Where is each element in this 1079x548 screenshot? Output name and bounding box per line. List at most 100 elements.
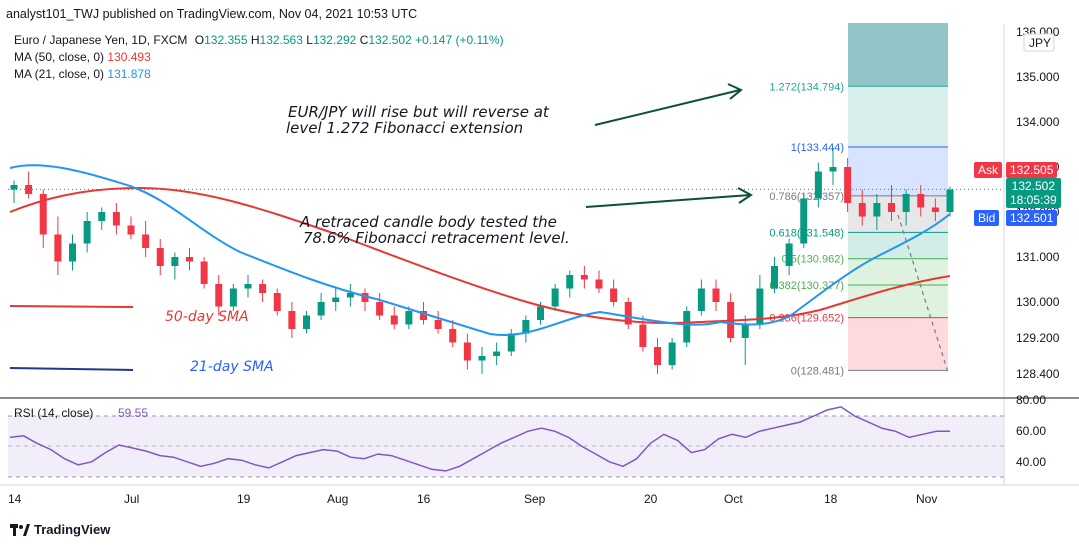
candle-body [259,284,267,293]
fib-zone [848,258,948,286]
candle-body [888,203,895,212]
price-tick: 135.000 [1016,70,1060,84]
candle-body [712,288,720,302]
candle-body [303,315,310,329]
ma50-value: 130.493 [107,50,151,64]
ohlc-close: 132.502 [368,33,412,47]
fib-zone [848,285,948,318]
candle-body [200,261,208,284]
candle-body [244,284,252,289]
fib-zone [848,23,948,87]
rsi-line [9,406,950,472]
last-price-value: 132.502 [1011,179,1056,193]
legend-symbol-row: Euro / Japanese Yen, 1D, FXCM O132.355 H… [14,32,504,49]
time-axis[interactable]: 14 Jul 19 Aug 16 Sep 20 Oct 18 Nov [8,492,937,506]
ma50-line[interactable] [9,186,951,324]
currency-badge-text: JPY [1029,36,1051,50]
ohlc-low: 132.292 [312,33,357,47]
annotation-rise-line1: EUR/JPY will rise but will reverse at [288,103,550,121]
annotation-retrace-line1: A retraced candle body tested the [299,213,557,231]
date-tick: Oct [724,492,743,506]
candle-body [771,266,778,289]
rsi-tick-40: 40.00 [1016,455,1046,469]
date-tick: 18 [824,492,838,506]
last-price-tag: 132.502 18:05:39 [1006,178,1061,208]
legend-ma50-row[interactable]: MA (50, close, 0) 130.493 [14,49,504,66]
arrow-annotation-extension[interactable] [594,83,743,126]
candle-body [580,275,588,280]
ohlc-high-label: H [250,33,260,47]
price-tick: 134.000 [1016,115,1060,129]
tradingview-logo-text: TradingView [34,522,111,537]
rsi-tick-60: 60.00 [1016,424,1046,438]
candle-body [551,288,559,307]
bar-countdown: 18:05:39 [1010,193,1057,207]
rsi-value: 59.55 [118,406,148,420]
candle-body [273,293,281,311]
currency-badge[interactable] [1023,33,1055,52]
candle-body [390,315,398,325]
bid-tag-value: 132.501 [1006,210,1058,226]
ohlc-open-label: O [194,33,205,47]
candle-body [917,194,925,208]
candle-body [624,302,632,325]
fib-zone [848,86,948,148]
fib-zone [848,147,948,196]
date-tick: Aug [327,492,348,506]
legend-ma21-row[interactable]: MA (21, close, 0) 131.878 [14,66,504,83]
fib-zone [848,317,948,371]
candle-body [741,324,749,338]
candle-body [317,302,325,316]
date-tick: 16 [417,492,431,506]
fibonacci-retracement-tool[interactable]: 1.272(134.794) 1(133.444) 0.786(132.357) 0.… [769,23,948,377]
candle-body [785,243,793,266]
candle-body [668,342,676,365]
price-tick: 131.000 [1016,250,1060,264]
fib-level-label: 0.5(130.962) [782,254,844,266]
candle-body [112,212,120,226]
annotation-retrace-line2: 78.6% Fibonacci retracement level. [303,229,570,247]
fib-trend-line [897,214,949,373]
rsi-label: RSI (14, close) [14,406,93,420]
ohlc-high: 132.563 [259,33,303,47]
candle-body [361,293,369,302]
ma21-value: 131.878 [107,67,151,81]
ohlc-close-label: C [359,33,369,47]
date-tick: 14 [8,492,22,506]
candle-body [537,306,544,320]
candle-body [800,198,808,244]
ma50-legend-line [9,305,134,308]
candle-body [156,248,164,266]
candle-body [449,329,457,343]
candle-body [610,288,618,302]
candle-body [697,288,705,311]
candle-body [873,203,881,217]
candle-body [814,171,822,199]
candle-body [507,333,515,352]
candle-body [332,297,340,302]
symbol-name[interactable]: Euro / Japanese Yen, 1D, FXCM [14,33,188,47]
ma21-label: MA (21, close, 0) [14,67,105,81]
candle-body [434,320,442,329]
date-tick: 19 [237,492,251,506]
candle-body [858,203,866,217]
candle-body [522,320,530,334]
candle-body [83,221,91,244]
fib-level-label: 0.236(129.652) [769,313,844,325]
candle-body [10,185,18,190]
tradingview-logo[interactable]: TradingView [10,522,110,537]
ohlc-open: 132.355 [204,33,248,47]
candle-body [127,225,135,235]
candle-body [376,302,384,316]
sma21-annotation: 21-day SMA [190,359,274,375]
ma21-line[interactable] [9,164,951,336]
candle-body [346,293,354,298]
candle-body [54,234,62,262]
arrow-annotation-retracement[interactable] [585,187,753,208]
ma50-label: MA (50, close, 0) [14,50,105,64]
candle-body [931,207,939,212]
candle-body [654,347,661,365]
candle-body [186,257,193,262]
date-tick: Jul [124,492,139,506]
